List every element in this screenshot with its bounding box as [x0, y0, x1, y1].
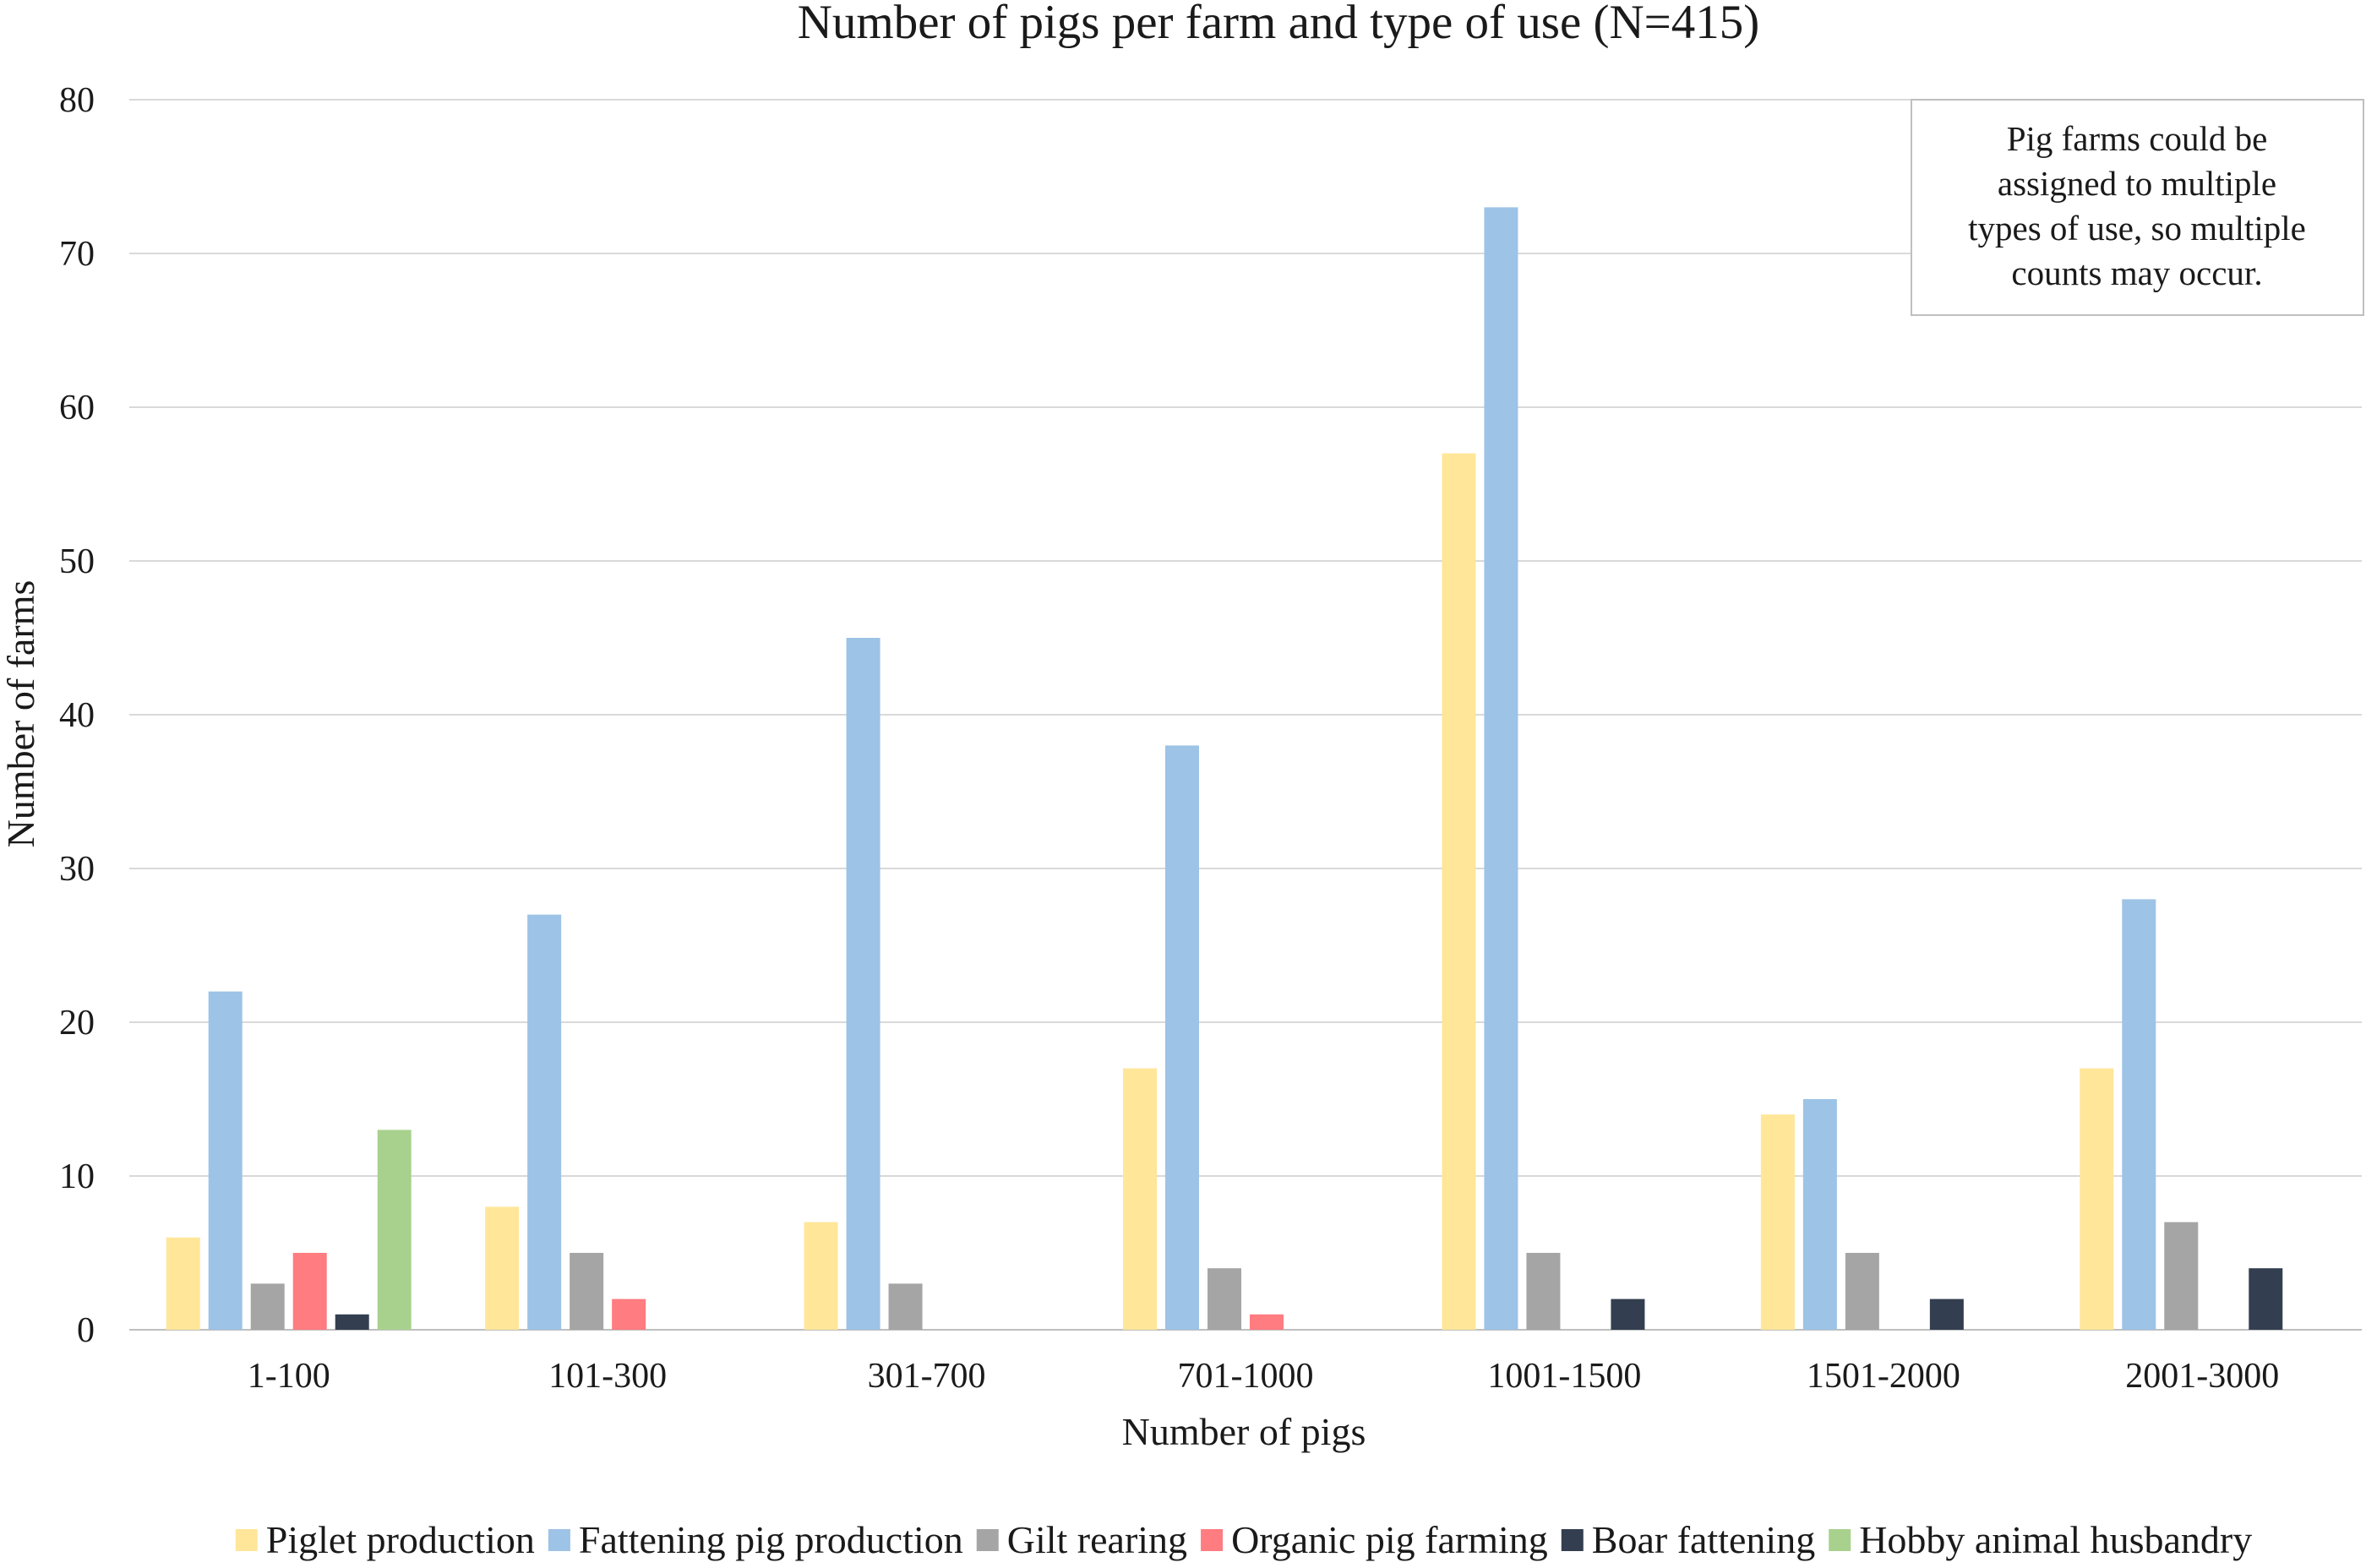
bar	[1250, 1314, 1284, 1330]
bar	[804, 1222, 838, 1330]
y-tick-label: 70	[59, 235, 95, 274]
gridlines	[129, 99, 2362, 1331]
bar	[1845, 1253, 1879, 1330]
x-tick-label: 1001-1500	[1487, 1357, 1641, 1396]
annotation-line: types of use, so multiple	[1968, 209, 2306, 248]
bar	[527, 914, 562, 1330]
bar	[1760, 1114, 1795, 1330]
bar	[2164, 1222, 2199, 1330]
bar	[485, 1206, 520, 1330]
y-axis-ticks: 0 10 20 30 40 50 60 70 80	[59, 81, 95, 1350]
bar	[1123, 1068, 1157, 1330]
legend-item: Piglet production	[235, 1518, 535, 1561]
annotation-line: Pig farms could be	[2007, 119, 2268, 158]
bar	[1526, 1253, 1561, 1330]
bar	[888, 1283, 923, 1330]
y-tick-label: 50	[59, 542, 95, 581]
y-tick-label: 60	[59, 389, 95, 427]
annotation-line: counts may occur.	[2011, 253, 2262, 292]
legend-swatch	[1561, 1529, 1584, 1551]
x-tick-label: 1-100	[248, 1357, 330, 1396]
bar	[570, 1253, 604, 1330]
x-tick-label: 2001-3000	[2125, 1357, 2279, 1396]
y-tick-label: 40	[59, 696, 95, 735]
bar	[1484, 207, 1518, 1330]
bar	[377, 1130, 412, 1330]
x-axis-label: Number of pigs	[1122, 1410, 1366, 1453]
bar	[1611, 1298, 1645, 1330]
legend-item: Boar fattening	[1561, 1518, 1815, 1561]
bar	[1442, 453, 1476, 1330]
legend-swatch	[1829, 1529, 1851, 1551]
bar	[2080, 1068, 2114, 1330]
legend-label: Boar fattening	[1592, 1518, 1815, 1561]
legend-swatch	[235, 1529, 258, 1551]
bar	[612, 1298, 646, 1330]
bar	[166, 1237, 200, 1330]
annotation-box: Pig farms could be assigned to multiple ty…	[1911, 99, 2364, 316]
x-tick-label: 301-700	[868, 1357, 986, 1396]
legend-item: Gilt rearing	[976, 1518, 1187, 1561]
legend-swatch	[1201, 1529, 1224, 1551]
y-tick-label: 20	[59, 1004, 95, 1043]
legend-swatch	[548, 1529, 570, 1551]
bar	[335, 1314, 369, 1330]
legend-item: Organic pig farming	[1201, 1518, 1548, 1561]
legend-label: Hobby animal husbandry	[1859, 1518, 2252, 1561]
legend-item: Hobby animal husbandry	[1829, 1518, 2252, 1561]
y-tick-label: 0	[77, 1311, 95, 1350]
x-tick-label: 1501-2000	[1807, 1357, 1960, 1396]
legend-item: Fattening pig production	[548, 1518, 963, 1561]
bar	[1929, 1298, 1964, 1330]
legend-swatch	[976, 1529, 999, 1551]
bar	[250, 1283, 285, 1330]
bar	[1165, 745, 1199, 1330]
legend-label: Piglet production	[266, 1518, 535, 1561]
bars	[166, 207, 2283, 1330]
bar	[208, 991, 243, 1330]
x-axis-ticks: 1-100 101-300 301-700 701-1000 1001-1500 1501…	[248, 1357, 2280, 1396]
bar	[2249, 1268, 2283, 1330]
chart-title: Number of pigs per farm and type of use …	[798, 0, 1760, 49]
legend-label: Organic pig farming	[1231, 1518, 1548, 1561]
y-tick-label: 30	[59, 850, 95, 889]
bar	[1802, 1099, 1837, 1330]
legend-label: Fattening pig production	[579, 1518, 963, 1561]
x-tick-label: 701-1000	[1178, 1357, 1314, 1396]
bar	[292, 1253, 327, 1330]
legend: Piglet production Fattening pig productio…	[235, 1518, 2252, 1561]
y-axis-label: Number of farms	[0, 580, 42, 848]
legend-label: Gilt rearing	[1007, 1518, 1187, 1561]
bar	[1208, 1268, 1241, 1330]
y-tick-label: 80	[59, 81, 95, 120]
y-tick-label: 10	[59, 1157, 95, 1196]
bar	[2122, 899, 2156, 1330]
annotation-line: assigned to multiple	[1998, 164, 2276, 203]
x-tick-label: 101-300	[548, 1357, 667, 1396]
bar	[846, 638, 880, 1330]
